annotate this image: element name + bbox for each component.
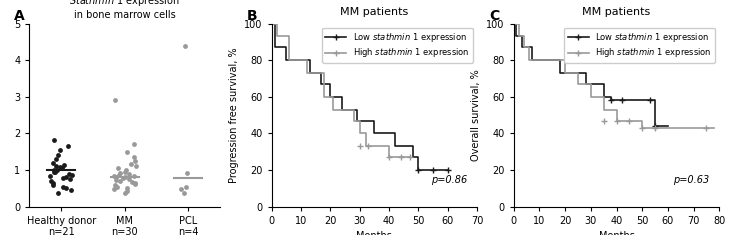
Point — [48, 170, 60, 174]
Point — [126, 162, 137, 165]
Point — [62, 145, 73, 148]
Point — [61, 186, 73, 190]
X-axis label: Months: Months — [599, 231, 634, 235]
Point — [44, 174, 56, 177]
Point — [181, 171, 192, 175]
Point — [58, 163, 70, 167]
Point — [178, 191, 189, 195]
Point — [128, 155, 139, 159]
Point — [108, 174, 120, 177]
Point — [51, 164, 62, 168]
Point — [123, 177, 135, 181]
Point — [126, 180, 138, 184]
Point — [119, 191, 131, 195]
Point — [113, 173, 125, 176]
Point — [128, 174, 140, 177]
Point — [52, 191, 64, 195]
X-axis label: Months: Months — [357, 231, 392, 235]
Point — [109, 98, 121, 102]
Point — [115, 171, 126, 175]
Point — [63, 172, 75, 176]
Point — [60, 175, 72, 179]
Point — [48, 170, 59, 174]
Point — [123, 172, 134, 176]
Y-axis label: Progression free survival, %: Progression free survival, % — [228, 47, 239, 183]
Point — [128, 143, 140, 146]
Point — [112, 166, 123, 170]
Point — [110, 176, 122, 179]
Point — [115, 179, 126, 183]
Point — [130, 181, 142, 185]
Point — [66, 173, 78, 176]
Point — [48, 168, 59, 172]
Point — [129, 159, 141, 163]
Point — [112, 185, 123, 188]
Point — [54, 148, 66, 152]
Point — [48, 138, 60, 142]
Y-axis label: Overall survival, %: Overall survival, % — [470, 69, 481, 161]
Text: p=0.86: p=0.86 — [431, 175, 467, 185]
Point — [56, 166, 68, 170]
Legend: Low $\mathit{stathmin\ 1}$ expression, High $\mathit{stathmin\ 1}$ expression: Low $\mathit{stathmin\ 1}$ expression, H… — [564, 28, 715, 63]
Point — [65, 188, 77, 192]
Point — [47, 161, 59, 165]
Point — [130, 164, 142, 168]
Text: A: A — [14, 9, 25, 23]
Text: $\mathit{Stathmin\ 1}$ expression
in bone marrow cells: $\mathit{Stathmin\ 1}$ expression in bon… — [69, 0, 181, 20]
Point — [109, 179, 121, 182]
Text: C: C — [489, 9, 499, 23]
Point — [51, 157, 62, 161]
Point — [179, 44, 191, 48]
Point — [121, 187, 133, 190]
Point — [119, 175, 131, 179]
Point — [48, 183, 59, 187]
Point — [121, 189, 133, 193]
Point — [117, 176, 129, 180]
Point — [46, 179, 57, 183]
Point — [120, 168, 131, 172]
Point — [180, 185, 192, 188]
Point — [51, 168, 62, 172]
Point — [52, 154, 64, 157]
Point — [120, 170, 131, 174]
Point — [57, 176, 69, 180]
Title: MM patients: MM patients — [583, 7, 650, 17]
Point — [64, 177, 76, 181]
Point — [129, 182, 141, 186]
Title: MM patients: MM patients — [341, 7, 408, 17]
Point — [48, 181, 59, 185]
Text: p=0.63: p=0.63 — [673, 175, 709, 185]
Point — [121, 150, 133, 154]
Point — [175, 187, 187, 191]
Text: B: B — [247, 9, 258, 23]
Point — [57, 185, 69, 188]
Point — [109, 183, 120, 187]
Legend: Low $\mathit{stathmin\ 1}$ expression, High $\mathit{stathmin\ 1}$ expression: Low $\mathit{stathmin\ 1}$ expression, H… — [322, 28, 473, 63]
Point — [54, 165, 65, 169]
Point — [109, 187, 120, 191]
